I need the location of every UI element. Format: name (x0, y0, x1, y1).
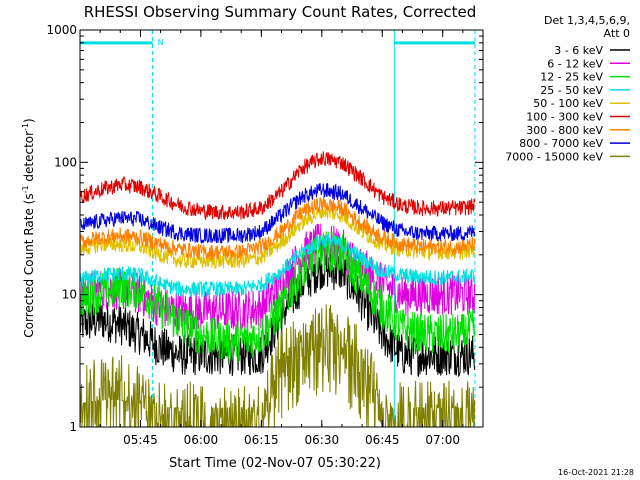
x-tick-label: 06:15 (244, 433, 279, 447)
chart-title: RHESSI Observing Summary Count Rates, Co… (84, 3, 477, 21)
legend-label: 800 - 7000 keV (519, 137, 603, 150)
footer-timestamp: 16-Oct-2021 21:28 (558, 468, 634, 477)
series-2-line (79, 231, 476, 362)
legend-header-line2: Att 0 (604, 27, 630, 40)
series-6-line (79, 196, 476, 261)
y-axis-label-sup1: -1 (21, 185, 30, 193)
y-axis-label-sup2: -1 (21, 123, 30, 131)
y-axis-label-end: ) (22, 118, 36, 123)
legend-label: 300 - 800 keV (526, 124, 603, 137)
x-tick-label: 06:45 (365, 433, 400, 447)
y-axis-label: Corrected Count Rate (s-1 detector-1) (21, 118, 36, 337)
series-8-line (79, 304, 476, 428)
y-tick-label: 1000 (46, 23, 77, 37)
legend-label: 6 - 12 keV (547, 57, 603, 70)
legend-label: 50 - 100 keV (533, 97, 603, 110)
x-tick-label: 07:00 (425, 433, 460, 447)
y-tick-label: 100 (54, 155, 77, 169)
legend-label: 100 - 300 keV (526, 111, 603, 124)
legend-label: 7000 - 15000 keV (505, 150, 603, 163)
y-axis-label-mid: detector (22, 131, 36, 186)
x-tick-label: 06:30 (305, 433, 340, 447)
y-tick-label: 1 (69, 420, 77, 434)
y-axis-label-main: Corrected Count Rate (s (22, 193, 36, 337)
legend-label: 3 - 6 keV (554, 44, 603, 57)
series-0-line (79, 248, 476, 378)
y-tick-label: 10 (62, 288, 77, 302)
legend-header-line1: Det 1,3,4,5,6,9, (544, 14, 630, 27)
plot-area: N (79, 30, 476, 428)
legend-label: 25 - 50 keV (540, 84, 603, 97)
series-7-line (79, 182, 476, 244)
x-tick-label: 06:00 (184, 433, 219, 447)
series-3-line (79, 234, 476, 298)
x-axis-label: Start Time (02-Nov-07 05:30:22) (169, 456, 381, 471)
series-5-line (79, 151, 476, 221)
x-tick-label: 05:45 (123, 433, 158, 447)
axis-ticks: 05:45 06:00 06:15 06:30 06:45 07:00 1 10 100 1000 (46, 23, 484, 447)
legend-label: 12 - 25 keV (540, 71, 603, 84)
flag-label: N (158, 38, 164, 47)
